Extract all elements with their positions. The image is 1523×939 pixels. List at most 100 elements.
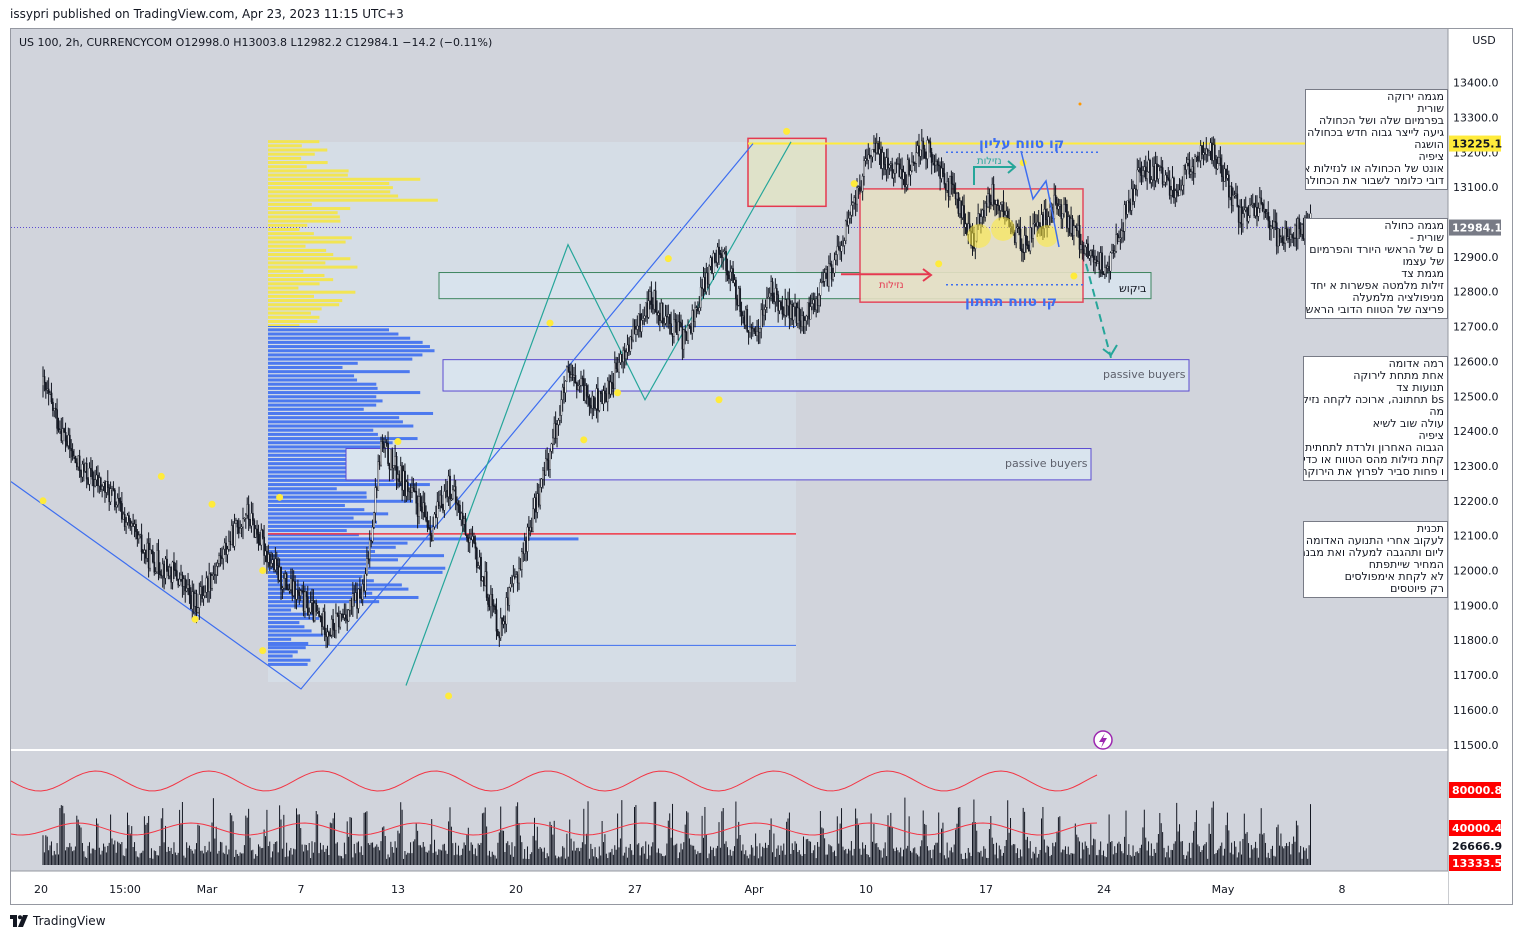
candle-body [1228,174,1230,198]
candle-body [366,558,368,575]
candle-body [1046,219,1049,226]
candle-body [359,588,361,598]
candle-body [787,298,789,307]
candle-body [185,588,188,592]
candle-body [88,468,91,485]
candle-body [1039,225,1041,227]
candle-body [1075,227,1078,231]
volume-profile-bar [268,169,349,173]
volume-profile-bar [268,324,300,328]
candle-body [477,565,480,568]
volume-profile-bar [268,512,389,516]
candle-body [688,325,691,328]
candle-body [705,272,708,292]
candle-body [142,551,144,554]
candle-body [216,563,219,567]
candle-body [143,550,146,553]
candle-body [528,526,530,531]
candle-body [205,577,208,593]
candle-body [660,303,663,321]
candle-body [957,193,960,214]
candle-body [733,279,736,283]
candle-body [912,161,915,164]
candle-body [1080,244,1082,250]
candle-body [652,304,654,310]
candle-body [1282,242,1285,244]
candle-body [594,407,596,409]
candle-body [684,329,687,333]
chart-canvas[interactable]: קו טווח עליון קו טווח תחתון ביקוש passive b… [11,29,1512,904]
candle-body [84,463,87,472]
candle-body [326,631,329,637]
candle-body [739,288,742,312]
volume-profile-bar [268,524,437,528]
volume-profile-bar [268,215,340,219]
volume-profile-bar [268,420,403,424]
price-tick-label: 12500.0 [1453,390,1499,403]
lightning-bolt [1099,733,1107,748]
candle-body [1113,251,1116,254]
volume-profile-bar [268,411,434,415]
candle-body [815,298,818,311]
candle-body [395,456,398,480]
candle-body [804,320,806,327]
candle-body [1278,228,1281,238]
candle-body [991,184,994,205]
candle-body [322,611,325,627]
tradingview-logo-icon[interactable] [10,915,28,927]
candle-body [854,197,857,205]
volume-profile-bar [268,361,358,365]
candle-body [1191,166,1194,173]
volume-profile-bar [268,662,308,666]
time-tick-label: Mar [197,883,218,896]
candle-body [613,362,616,390]
candle-body [230,525,233,546]
chart-frame[interactable]: קו טווח עליון קו טווח תחתון ביקוש passive b… [10,28,1513,905]
candle-body [506,597,509,606]
candle-body [935,160,937,166]
candle-body [66,441,68,446]
candle-body [575,382,578,390]
candle-body [1132,188,1134,202]
candle-body [515,574,518,578]
volume-label-box [1449,820,1501,836]
volume-profile-bar [268,181,390,185]
blue-trendline [11,143,754,690]
tradingview-brand[interactable]: TradingView [33,914,106,928]
candle-body [1267,212,1270,222]
candle-body [788,298,791,319]
candle-body [1105,267,1108,269]
candle-body [430,535,433,541]
candle-body [153,561,156,573]
candle-body [708,265,711,285]
candle-body [350,600,353,607]
candle-body [450,498,453,500]
candle-body [387,443,389,464]
volume-profile-bar [268,407,364,411]
note-line: של עצמו [1402,255,1444,268]
candle-body [312,600,315,621]
candle-body [653,290,656,310]
candle-body [60,429,63,441]
candle-body [868,154,871,158]
candle-body [1160,166,1163,168]
candle-body [829,263,832,265]
volume-label-box [1449,855,1501,871]
candle-body [1144,166,1147,180]
note-line: גיעה לייצר גבוה חדש בכחולה [1307,126,1444,139]
candle-body [1168,179,1171,196]
demand-zone-label: ביקוש [1119,282,1146,295]
candle-body [273,559,275,571]
candle-body [1213,144,1216,160]
candle-body [584,385,587,401]
candle-body [1298,218,1301,230]
candle-body [484,571,487,587]
candle-body [123,513,126,527]
volume-profile-bar [268,370,410,374]
candle-body [1030,227,1033,239]
volume-ma-lower [11,822,1098,836]
candle-body [456,502,458,505]
candle-body [381,441,384,445]
candle-body [116,498,119,506]
candle-body [622,350,625,363]
